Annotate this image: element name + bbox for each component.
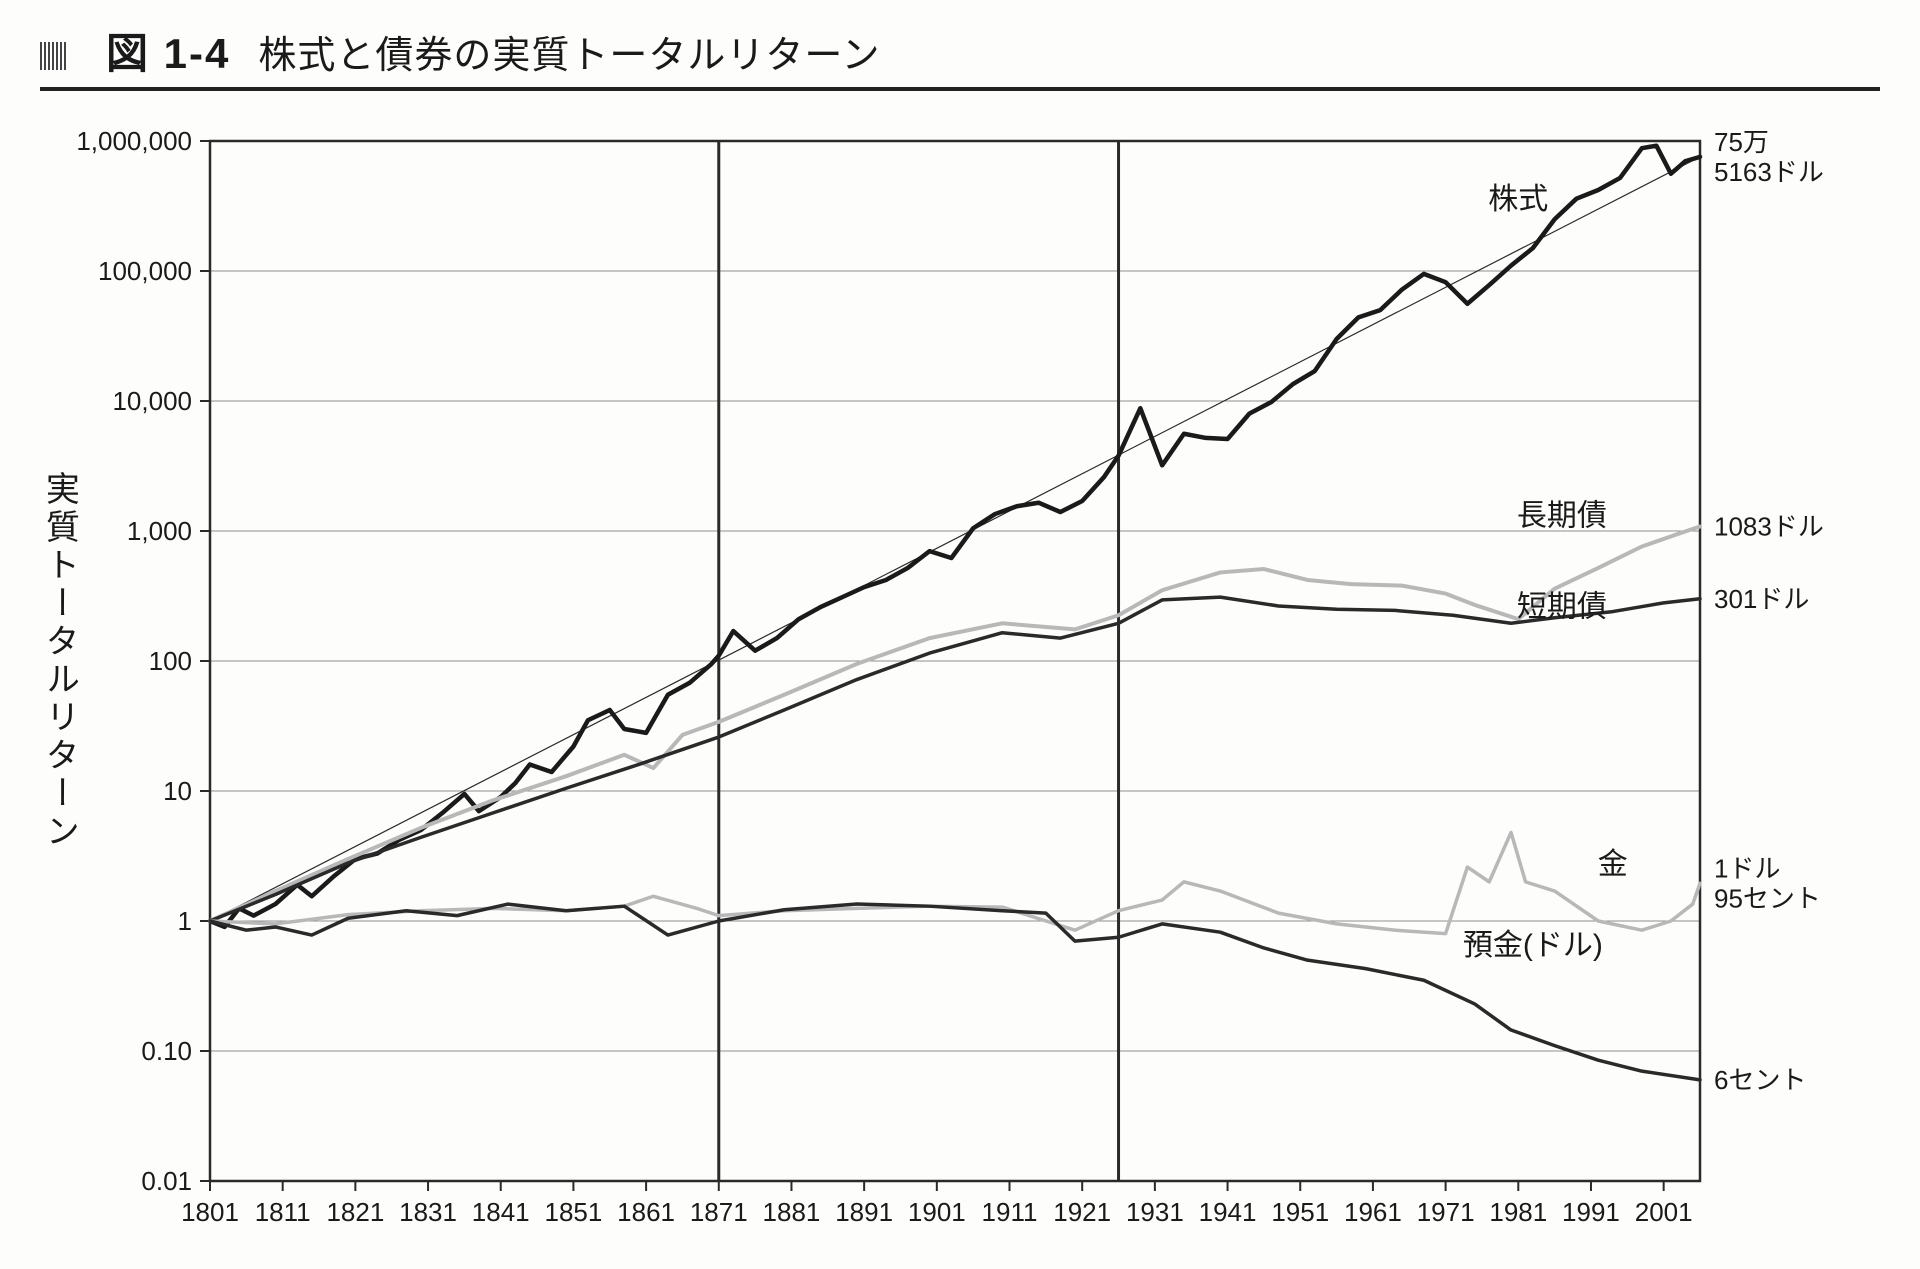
series-label-stocks: 株式	[1488, 183, 1548, 216]
x-tick-label: 1821	[326, 1197, 384, 1227]
figure-title: 株式と債券の実質トータルリターン	[258, 24, 880, 79]
chart-container: 実質トータルリターン 0.01 0.10 1 10 100 1,000 10,000 100,…	[40, 121, 1880, 1241]
x-tick-label: 1971	[1417, 1197, 1475, 1227]
y-tick-label: 1,000	[127, 516, 192, 546]
x-tick-label: 1831	[399, 1197, 457, 1227]
x-tick-label: 1861	[617, 1197, 675, 1227]
y-tick-label: 0.01	[141, 1166, 192, 1196]
page-root: 図 1-4 株式と債券の実質トータルリターン 実質トータルリターン 0.010.…	[0, 0, 1920, 1269]
figure-number: 図 1-4	[106, 20, 230, 81]
y-tick-label: 100,000	[98, 256, 192, 286]
series-label-long_bonds: 長期債	[1517, 500, 1607, 533]
y-tick-label: 100	[149, 646, 192, 676]
x-tick-label: 1991	[1562, 1197, 1620, 1227]
series-label-short_bonds: 短期債	[1517, 590, 1607, 623]
y-tick-label: 0.10	[141, 1036, 192, 1066]
y-tick-label: 1	[178, 906, 192, 936]
x-tick-label: 1811	[255, 1197, 311, 1227]
end-value-long_bonds: 1083ドル	[1714, 511, 1824, 541]
end-value-short_bonds: 301ドル	[1714, 584, 1809, 614]
x-tick-label: 1851	[544, 1197, 602, 1227]
series-label-cash: 預金(ドル)	[1463, 929, 1603, 962]
x-tick-label: 1921	[1053, 1197, 1111, 1227]
x-tick-label: 1931	[1126, 1197, 1184, 1227]
end-value-gold: 95セント	[1714, 883, 1821, 913]
x-tick-label: 1911	[982, 1197, 1038, 1227]
x-tick-label: 1951	[1271, 1197, 1329, 1227]
figure-header: 図 1-4 株式と債券の実質トータルリターン	[40, 20, 1880, 91]
title-marker-icon	[40, 42, 68, 70]
x-tick-label: 1901	[908, 1197, 966, 1227]
end-value-gold: 1ドル	[1714, 853, 1780, 883]
x-tick-label: 1891	[835, 1197, 893, 1227]
y-tick-label: 10,000	[112, 386, 192, 416]
x-tick-label: 1981	[1489, 1197, 1547, 1227]
end-value-stocks: 5163ドル	[1714, 157, 1824, 187]
x-tick-label: 1961	[1344, 1197, 1402, 1227]
end-value-cash: 6セント	[1714, 1065, 1806, 1095]
x-tick-label: 1871	[690, 1197, 748, 1227]
x-tick-label: 1941	[1199, 1197, 1257, 1227]
x-tick-label: 1801	[181, 1197, 239, 1227]
x-tick-label: 1841	[472, 1197, 530, 1227]
end-value-stocks: 75万	[1714, 127, 1769, 157]
y-tick-label: 10	[163, 776, 192, 806]
y-tick-label: 1,000,000	[76, 126, 192, 156]
x-tick-label: 2001	[1635, 1197, 1693, 1227]
y-axis-label: 実質トータルリターン	[40, 471, 77, 851]
x-tick-label: 1881	[763, 1197, 821, 1227]
chart-svg: 0.01 0.10 1 10 100 1,000 10,000 100,000 1,000,00…	[40, 121, 1880, 1241]
series-label-gold: 金	[1598, 848, 1628, 881]
